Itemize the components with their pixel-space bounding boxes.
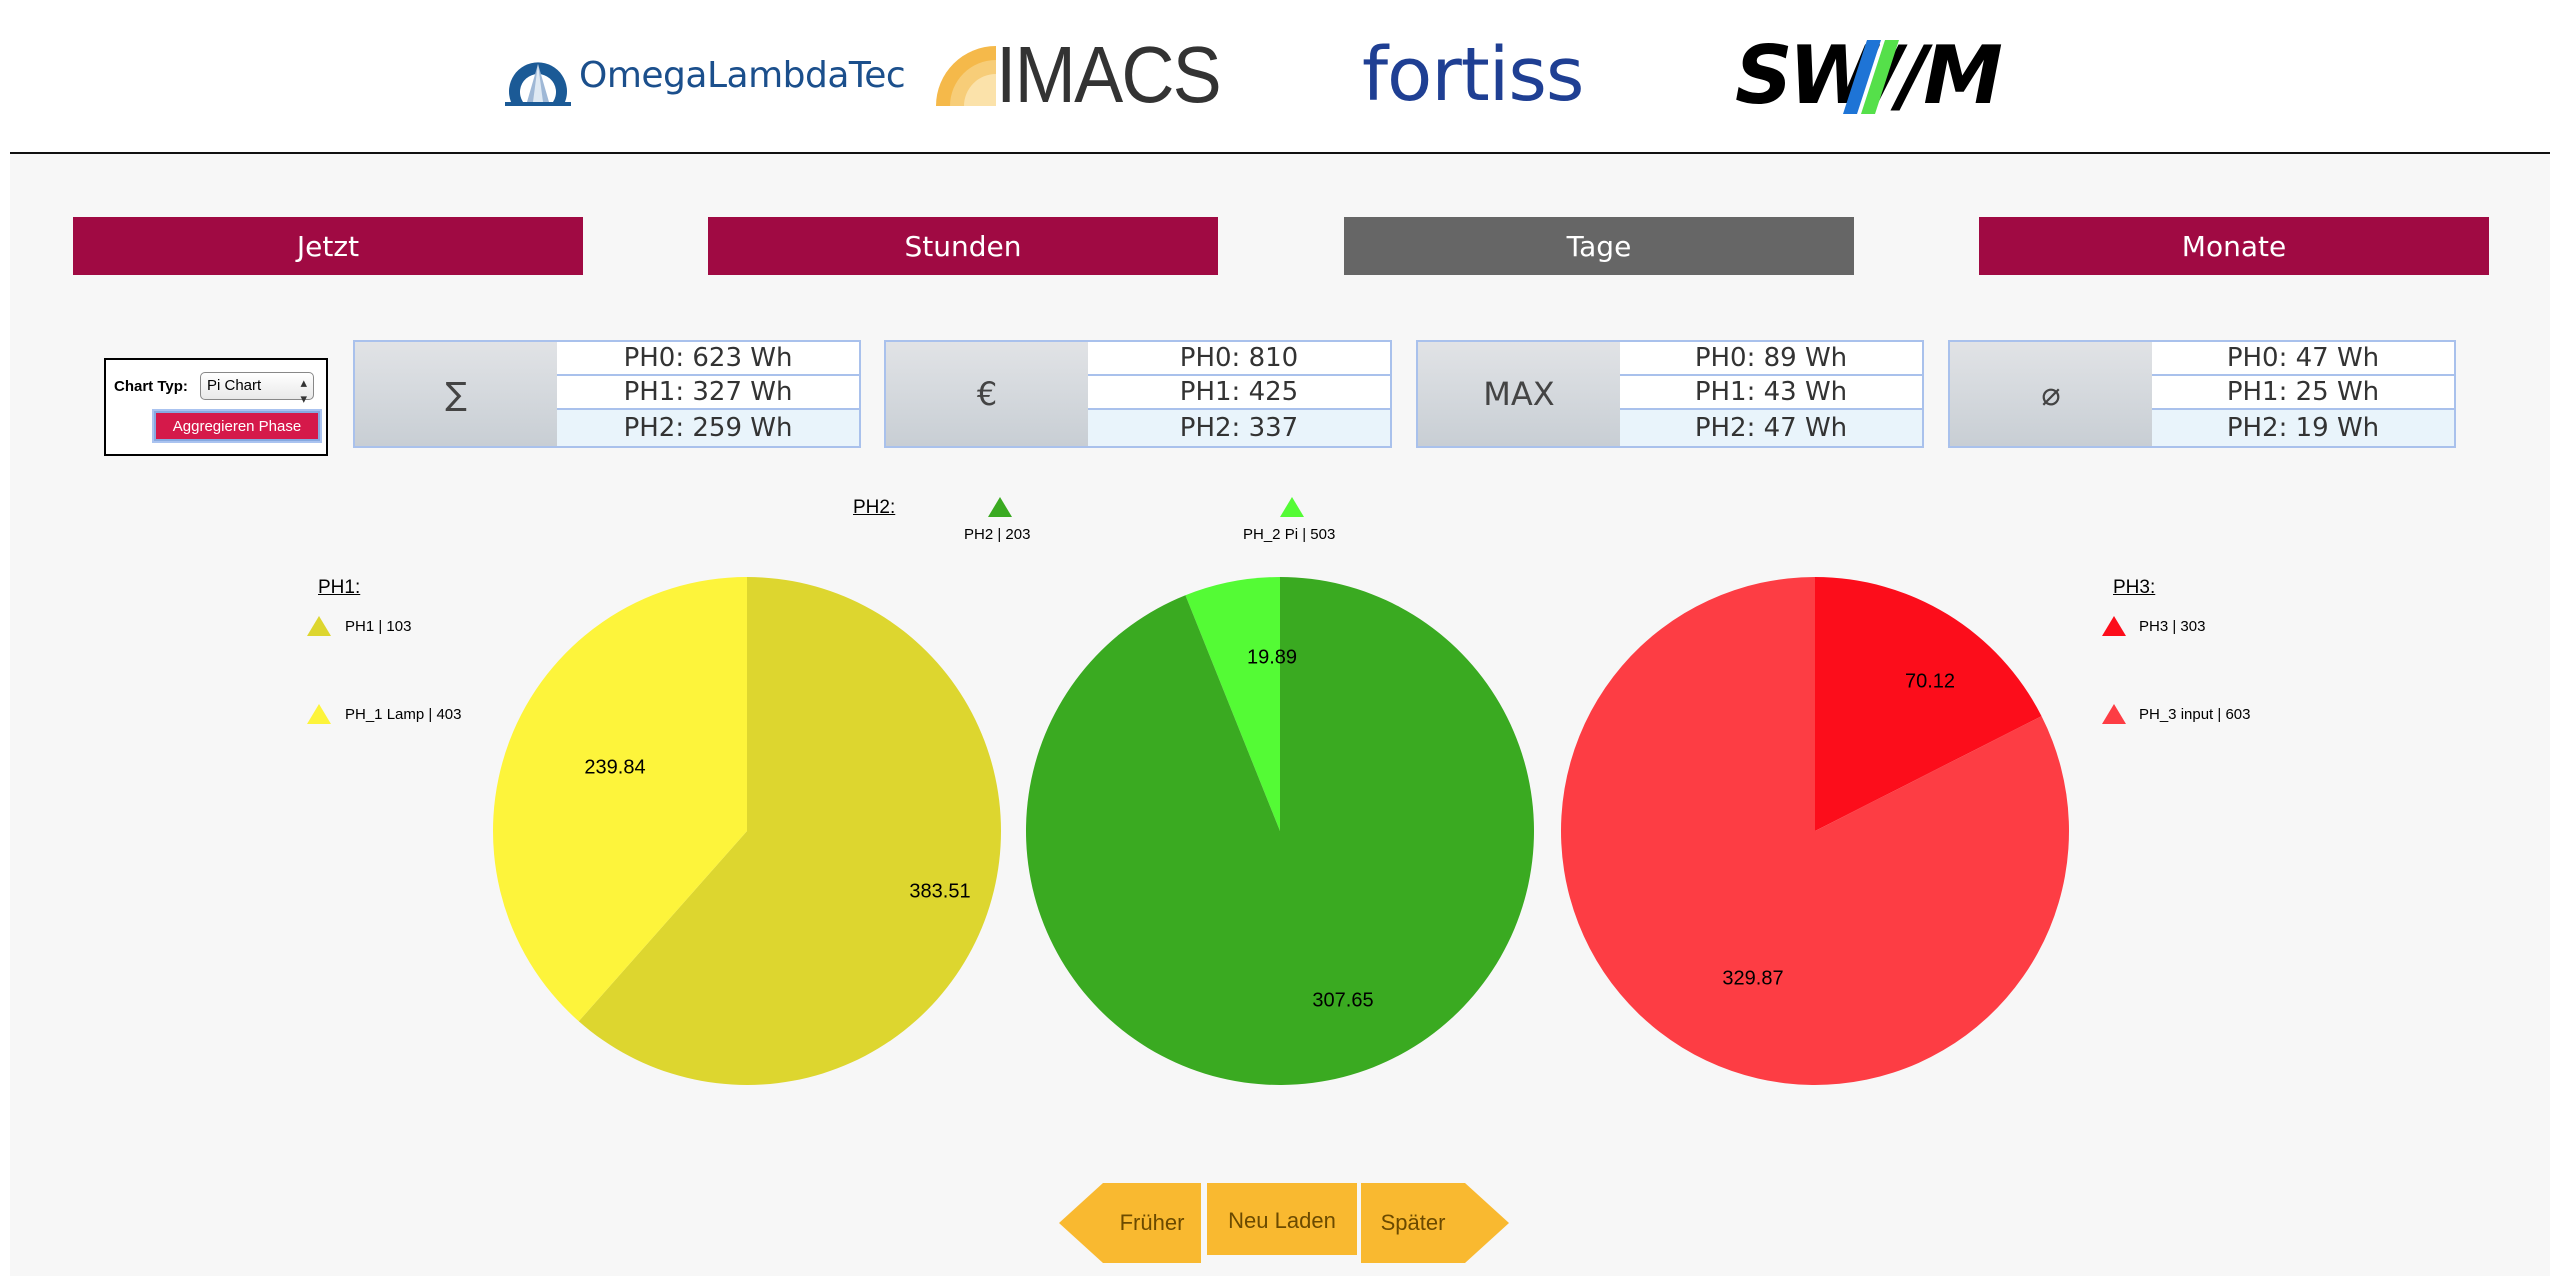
swm-stripes-icon bbox=[1843, 40, 1899, 114]
stat-row-ph1: PH1: 425 bbox=[1088, 376, 1390, 410]
legend-marker-icon bbox=[2102, 704, 2126, 724]
select-arrows-icon: ▴ ▾ bbox=[300, 375, 307, 406]
omegalambdatec-logo: OmegaLambdaTec bbox=[505, 30, 906, 120]
pie2-slice-0[interactable] bbox=[1025, 577, 1534, 1085]
swm-logo: SW//M bbox=[1735, 29, 2003, 122]
reload-button-bg bbox=[1207, 1183, 1357, 1255]
pie1-slice-label-0: 383.51 bbox=[909, 880, 971, 903]
legend-item-ph2: PH2 | 203 bbox=[964, 526, 1031, 543]
stat-row-ph0: PH0: 47 Wh bbox=[2152, 342, 2454, 376]
chart-type-select[interactable]: Pi Chart ▴ ▾ bbox=[200, 372, 314, 406]
stat-row-ph0: PH0: 89 Wh bbox=[1620, 342, 1922, 376]
pie3-slice-label-0: 70.12 bbox=[1904, 670, 1956, 693]
stat-panel-sum: ∑ PH0: 623 Wh PH1: 327 Wh PH2: 259 Wh bbox=[353, 340, 861, 448]
legend-item-ph1-lamp: PH_1 Lamp | 403 bbox=[345, 706, 462, 723]
stat-panel-average: ⌀ PH0: 47 Wh PH1: 25 Wh PH2: 19 Wh bbox=[1948, 340, 2456, 448]
header-divider bbox=[10, 152, 2550, 154]
legend-item-ph1: PH1 | 103 bbox=[345, 618, 412, 635]
pie1-slice-label-1: 239.84 bbox=[584, 756, 646, 779]
pie2-slice-label-0: 307.65 bbox=[1312, 989, 1374, 1012]
aggregate-phase-button[interactable]: Aggregieren Phase bbox=[152, 409, 322, 443]
max-label: MAX bbox=[1418, 342, 1620, 446]
stat-row-ph0: PH0: 810 bbox=[1088, 342, 1390, 376]
stat-row-ph2: PH2: 47 Wh bbox=[1620, 410, 1922, 446]
average-icon: ⌀ bbox=[1950, 342, 2152, 446]
legend-marker-icon bbox=[2102, 616, 2126, 636]
imacs-sun-icon bbox=[936, 46, 996, 106]
stat-row-ph0: PH0: 623 Wh bbox=[557, 342, 859, 376]
later-arrow-icon bbox=[1361, 1183, 1509, 1263]
omega-logo-icon bbox=[505, 62, 571, 106]
fortiss-logo: fortiss bbox=[1362, 30, 1584, 120]
earlier-arrow-icon bbox=[1059, 1183, 1201, 1263]
omegalambdatec-logo-text: OmegaLambdaTec bbox=[579, 54, 906, 96]
pie2-slice-label-1: 19.89 bbox=[1246, 646, 1298, 669]
legend-marker-icon bbox=[307, 616, 331, 636]
legend-item-ph3-input: PH_3 input | 603 bbox=[2139, 706, 2251, 723]
legend-marker-icon bbox=[307, 704, 331, 724]
legend-title-ph3: PH3: bbox=[2113, 577, 2156, 598]
nav-arrows bbox=[1059, 1183, 1509, 1263]
pie3-slice-0[interactable] bbox=[1815, 577, 2042, 831]
reload-button[interactable]: Neu Laden bbox=[1228, 1208, 1336, 1233]
tab-stunden[interactable]: Stunden bbox=[708, 217, 1218, 275]
legend-marker-icon bbox=[988, 497, 1012, 517]
stat-row-ph2: PH2: 337 bbox=[1088, 410, 1390, 446]
stat-row-ph2: PH2: 259 Wh bbox=[557, 410, 859, 446]
stat-panel-max: MAX PH0: 89 Wh PH1: 43 Wh PH2: 47 Wh bbox=[1416, 340, 1924, 448]
later-button[interactable]: Später bbox=[1380, 1210, 1446, 1235]
tab-jetzt[interactable]: Jetzt bbox=[73, 217, 583, 275]
legend-item-ph2-pi: PH_2 Pi | 503 bbox=[1243, 526, 1336, 543]
chart-type-panel: Chart Typ: Pi Chart ▴ ▾ Aggregieren Phase bbox=[104, 358, 328, 456]
pie3-slice-label-1: 329.87 bbox=[1722, 967, 1784, 990]
stat-row-ph1: PH1: 327 Wh bbox=[557, 376, 859, 410]
pie1-slice-0[interactable] bbox=[578, 577, 1001, 1085]
stat-panel-cost: € PH0: 810 PH1: 425 PH2: 337 bbox=[884, 340, 1392, 448]
legend-title-ph1: PH1: bbox=[318, 577, 361, 598]
legend-marker-icon bbox=[1280, 497, 1304, 517]
stat-row-ph1: PH1: 25 Wh bbox=[2152, 376, 2454, 410]
legend-title-ph2: PH2: bbox=[853, 497, 896, 518]
imacs-logo: IMACS bbox=[936, 30, 1239, 120]
pie3-slice-1[interactable] bbox=[1561, 577, 2070, 1086]
chart-type-label: Chart Typ: bbox=[114, 378, 188, 395]
euro-icon: € bbox=[886, 342, 1088, 446]
tab-monate[interactable]: Monate bbox=[1979, 217, 2489, 275]
header: OmegaLambdaTec IMACS fortiss SW//M bbox=[0, 0, 2560, 152]
legend-item-ph3: PH3 | 303 bbox=[2139, 618, 2206, 635]
earlier-button[interactable]: Früher bbox=[1119, 1210, 1185, 1235]
tab-tage[interactable]: Tage bbox=[1344, 217, 1854, 275]
pie1-slice-1[interactable] bbox=[492, 577, 747, 1022]
fortiss-logo-text: fortiss bbox=[1362, 32, 1584, 118]
sum-icon: ∑ bbox=[355, 342, 557, 446]
pie2-slice-1[interactable] bbox=[1185, 577, 1280, 831]
imacs-logo-text: IMACS bbox=[996, 30, 1222, 119]
chart-type-selected: Pi Chart bbox=[207, 377, 262, 394]
stat-row-ph2: PH2: 19 Wh bbox=[2152, 410, 2454, 446]
stat-row-ph1: PH1: 43 Wh bbox=[1620, 376, 1922, 410]
